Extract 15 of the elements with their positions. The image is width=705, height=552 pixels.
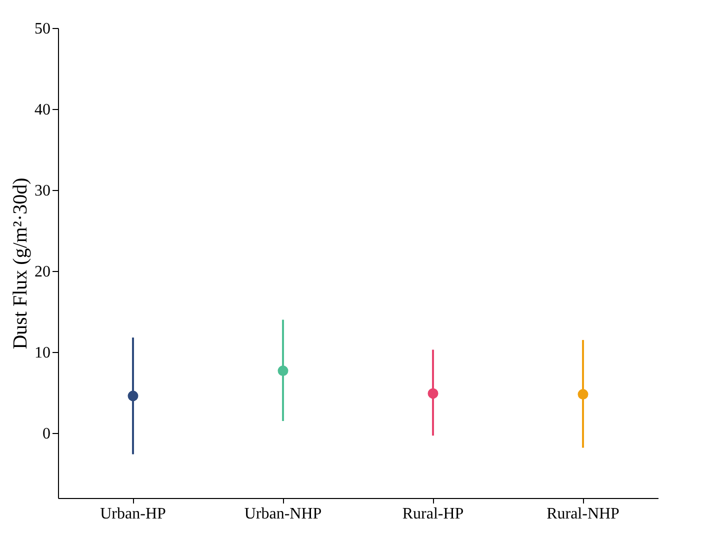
y-tick-label: 10 xyxy=(34,344,50,362)
y-tick-label: 50 xyxy=(34,20,50,38)
x-tick-label: Urban-HP xyxy=(100,506,166,522)
point xyxy=(578,389,588,400)
x-tick-label: Rural-HP xyxy=(402,506,464,522)
y-tick-label: 40 xyxy=(34,102,50,119)
point xyxy=(428,388,438,399)
point xyxy=(278,366,288,376)
y-tick-label: 20 xyxy=(34,264,50,281)
y-tick-label: 30 xyxy=(34,182,50,200)
x-tick-label: Urban-NHP xyxy=(244,506,322,522)
y-tick-label: 0 xyxy=(42,426,50,443)
y-axis-title: Dust Flux (g/m²·30d) xyxy=(10,178,32,350)
x-tick-label: Rural-NHP xyxy=(546,506,620,522)
point xyxy=(128,390,138,402)
